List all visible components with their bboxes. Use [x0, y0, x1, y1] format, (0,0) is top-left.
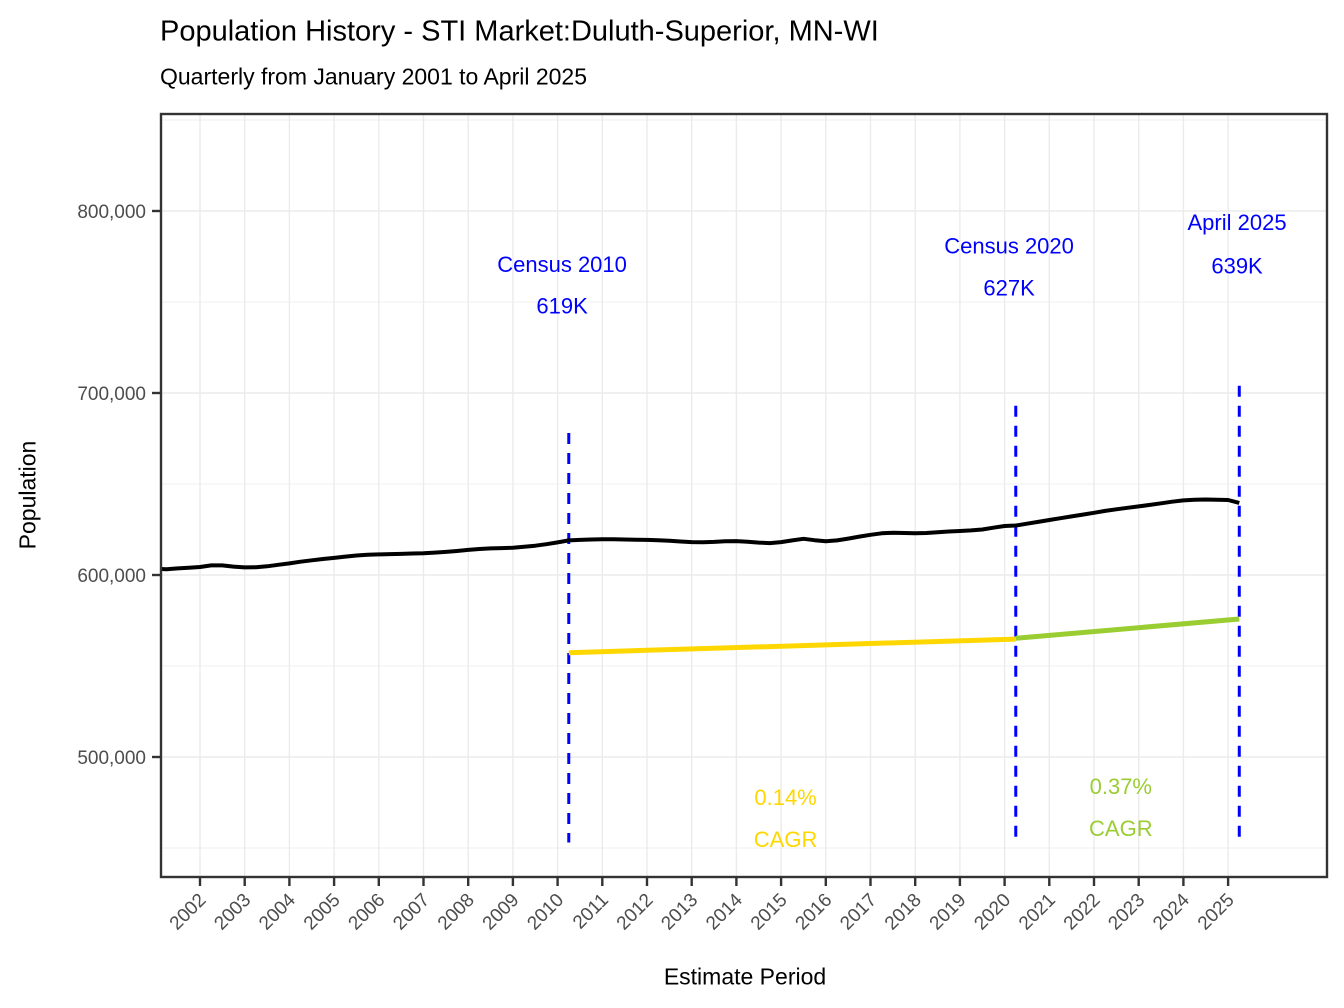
- x-tick-label: 2025: [1194, 890, 1239, 935]
- chart-title: Population History - STI Market:Duluth-S…: [160, 15, 879, 48]
- x-tick-label: 2017: [836, 890, 881, 935]
- census-vlines: [567, 385, 1241, 843]
- y-tick-label: 800,000: [77, 202, 146, 223]
- census-2020-label: Census 2020: [944, 234, 1074, 259]
- x-tick-label: 2014: [702, 889, 747, 934]
- x-tick-label: 2002: [166, 890, 211, 935]
- x-tick-label: 2022: [1060, 890, 1105, 935]
- cagr-2010-2020-label: CAGR: [754, 827, 818, 852]
- x-tick-label: 2020: [970, 890, 1015, 935]
- census-2010-label: Census 2010: [497, 252, 627, 277]
- cagr-2010-2020-pct: 0.14%: [754, 785, 816, 810]
- x-tick-label: 2009: [479, 890, 524, 935]
- census-2020-value: 627K: [983, 275, 1035, 300]
- x-tick-label: 2021: [1015, 890, 1060, 935]
- x-tick-label: 2003: [210, 890, 255, 935]
- x-tick-label: 2016: [792, 890, 837, 935]
- y-tick-label: 700,000: [77, 384, 146, 405]
- x-tick-label: 2004: [255, 889, 300, 934]
- panel-border: [159, 112, 1329, 879]
- x-tick-label: 2005: [300, 890, 345, 935]
- x-tick-label: 2012: [613, 890, 658, 935]
- x-tick-label: 2006: [345, 890, 390, 935]
- y-tick-label: 600,000: [77, 566, 146, 587]
- population-history-line: [161, 497, 1240, 572]
- x-tick-label: 2015: [747, 890, 792, 935]
- cagr-trend-2010-2020-line: [568, 636, 1016, 656]
- x-tick-label: 2013: [657, 890, 702, 935]
- annotations: Census 2010 619K Census 2020 627K April 2025…: [497, 210, 1286, 852]
- cagr-trend-2020-2025-line: [1015, 616, 1240, 641]
- x-tick-label: 2011: [569, 890, 613, 934]
- april-2025-label: April 2025: [1188, 210, 1287, 235]
- x-tick-label: 2010: [523, 890, 568, 935]
- x-axis-title: Estimate Period: [663, 963, 827, 990]
- april-2025-value: 639K: [1211, 254, 1263, 279]
- x-tick-label: 2008: [434, 890, 479, 935]
- gridlines: [161, 114, 1327, 877]
- chart-subtitle: Quarterly from January 2001 to April 202…: [160, 63, 588, 90]
- x-tick-label: 2024: [1149, 889, 1194, 934]
- x-tick-label: 2019: [926, 890, 971, 935]
- census-2010-value: 619K: [536, 294, 588, 319]
- cagr-2020-2025-pct: 0.37%: [1090, 774, 1152, 799]
- x-tick-label: 2023: [1104, 890, 1149, 935]
- plot-panel: [161, 114, 1327, 877]
- y-tick-label: 500,000: [77, 748, 146, 769]
- x-tick-label: 2018: [881, 890, 926, 935]
- series-lines: [161, 497, 1240, 656]
- cagr-2020-2025-label: CAGR: [1089, 816, 1153, 841]
- x-tick-label: 2007: [389, 890, 434, 935]
